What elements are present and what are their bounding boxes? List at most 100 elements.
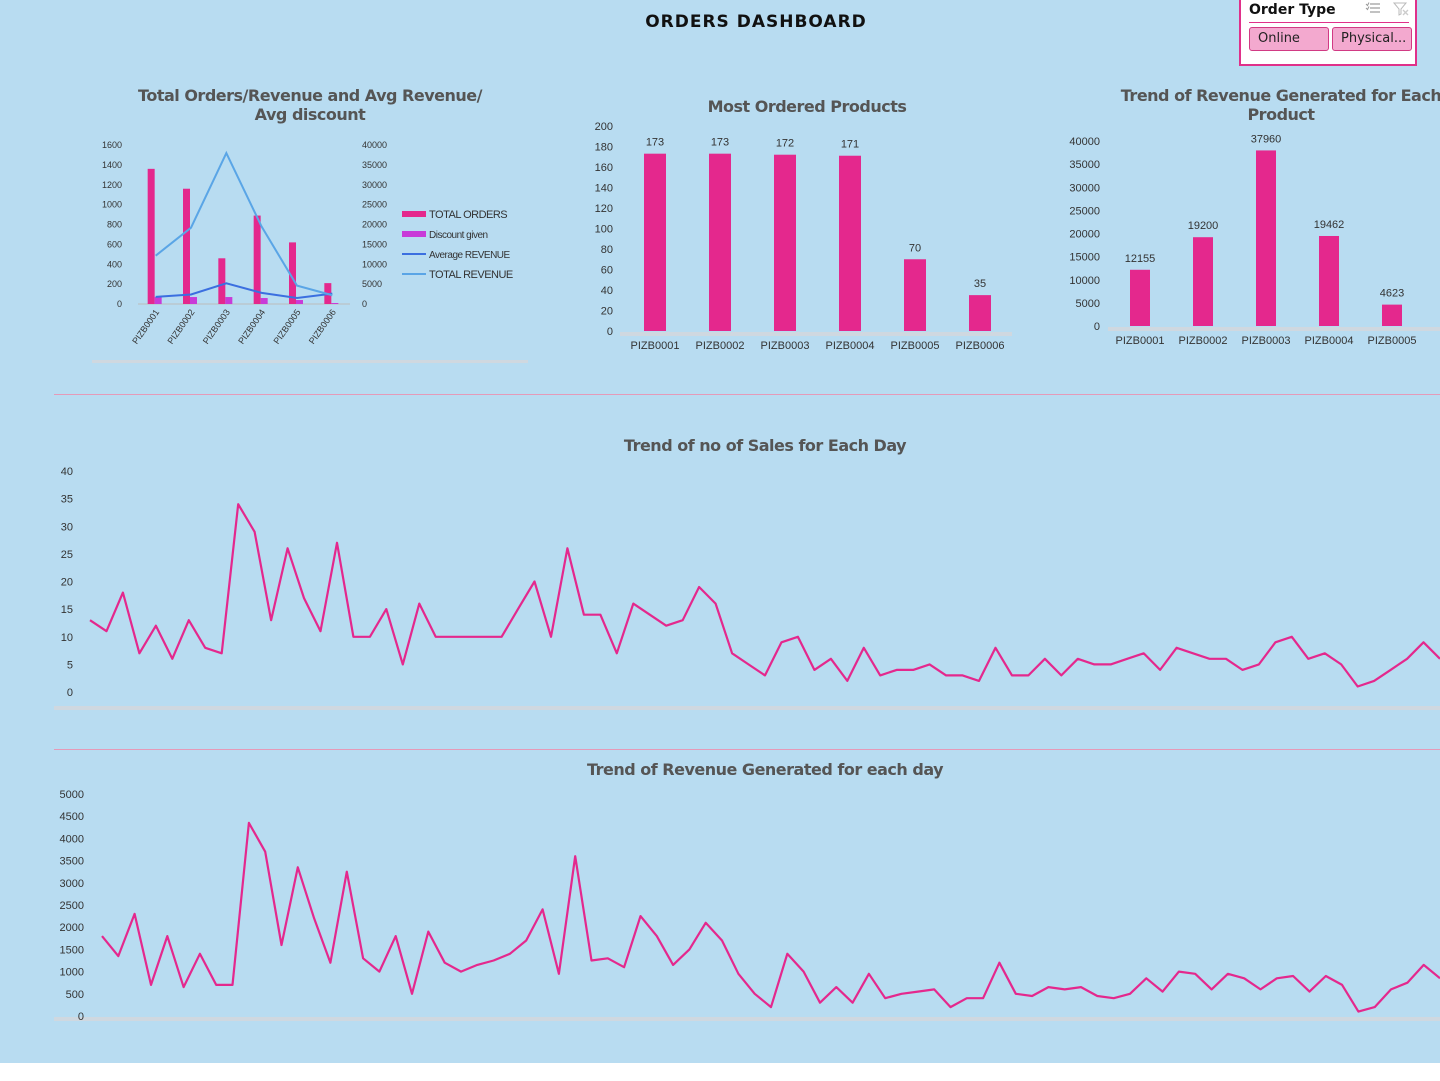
legend-label: TOTAL ORDERS bbox=[429, 209, 507, 221]
bar-discount-given bbox=[260, 298, 268, 304]
x-tick-label: PIZB0005 bbox=[271, 307, 302, 346]
data-label: 37960 bbox=[1251, 133, 1282, 145]
y-tick-label: 3000 bbox=[60, 878, 84, 890]
bar bbox=[1256, 150, 1276, 326]
y-tick-label: 30000 bbox=[1069, 182, 1100, 194]
series-line bbox=[89, 503, 1440, 688]
y-tick-label: 35 bbox=[61, 494, 73, 506]
y-left-tick-label: 1600 bbox=[102, 140, 122, 150]
data-label: 173 bbox=[711, 137, 729, 149]
data-label: 12155 bbox=[1125, 253, 1156, 265]
bar-total-orders bbox=[253, 215, 261, 304]
y-left-tick-label: 1400 bbox=[102, 160, 122, 170]
data-label: 173 bbox=[646, 137, 664, 149]
y-tick-label: 60 bbox=[601, 265, 613, 277]
revenue-product-title-line1: Trend of Revenue Generated for Each bbox=[1120, 86, 1440, 105]
y-right-tick-label: 15000 bbox=[362, 239, 387, 249]
y-tick-label: 4000 bbox=[60, 833, 84, 845]
data-label: 4623 bbox=[1380, 288, 1404, 300]
section-divider bbox=[54, 749, 1440, 750]
y-tick-label: 5000 bbox=[60, 789, 84, 801]
x-tick-label: PIZB0003 bbox=[201, 307, 232, 346]
y-tick-label: 10 bbox=[61, 632, 73, 644]
plot-area-shadow bbox=[1108, 327, 1440, 331]
slicer-option-physical[interactable]: Physical... bbox=[1332, 27, 1412, 51]
y-left-tick-label: 600 bbox=[107, 239, 122, 249]
x-tick-label: PIZB0002 bbox=[165, 307, 196, 346]
slicer-separator bbox=[1249, 22, 1409, 23]
y-tick-label: 35000 bbox=[1069, 159, 1100, 171]
y-right-tick-label: 5000 bbox=[362, 279, 382, 289]
x-tick-label: PIZB0006 bbox=[307, 307, 338, 346]
most-ordered-chart: 0 20 40 60 80 100 120 140 160 180 200 173 PIZB0001 17… bbox=[595, 121, 1012, 352]
sales-day-title: Trend of no of Sales for Each Day bbox=[623, 436, 907, 455]
combo-chart: 0 200 400 600 800 1000 1200 1400 1600 0 5000 10000 1… bbox=[92, 140, 528, 363]
y-tick-label: 4500 bbox=[60, 811, 84, 823]
bar bbox=[904, 259, 926, 331]
data-label: 19462 bbox=[1314, 219, 1345, 231]
legend-label: Discount given bbox=[429, 230, 488, 241]
y-tick-label: 15000 bbox=[1069, 252, 1100, 264]
plot-area-shadow bbox=[620, 332, 1012, 336]
y-left-tick-label: 1200 bbox=[102, 180, 122, 190]
sheet-bottom-edge bbox=[0, 1063, 1440, 1081]
combo-chart-title: Total Orders/Revenue and Avg Revenue/ Av… bbox=[92, 86, 528, 124]
x-tick-label: PIZB0005 bbox=[1368, 335, 1417, 347]
y-tick-label: 2000 bbox=[60, 922, 84, 934]
y-tick-label: 100 bbox=[595, 224, 613, 236]
bar-total-orders bbox=[183, 188, 190, 304]
x-tick-label: PIZB0003 bbox=[1242, 335, 1291, 347]
legend-swatch bbox=[402, 231, 426, 237]
y-left-tick-label: 200 bbox=[107, 279, 122, 289]
y-tick-label: 1000 bbox=[60, 967, 84, 979]
plot-area-shadow bbox=[92, 360, 528, 363]
legend-swatch bbox=[402, 211, 426, 217]
legend-label: Average REVENUE bbox=[429, 250, 511, 261]
bar bbox=[839, 155, 861, 331]
bar bbox=[1319, 235, 1339, 326]
combo-chart-title-line1: Total Orders/Revenue and Avg Revenue/ bbox=[138, 86, 482, 105]
legend-label: TOTAL REVENUE bbox=[429, 269, 513, 281]
data-label: 35 bbox=[974, 278, 986, 290]
x-tick-label: PIZB0001 bbox=[130, 307, 161, 346]
y-tick-label: 2500 bbox=[60, 900, 84, 912]
bar-discount-given bbox=[331, 303, 339, 304]
y-tick-label: 5000 bbox=[1076, 298, 1100, 310]
y-tick-label: 0 bbox=[67, 687, 73, 699]
y-tick-label: 5 bbox=[67, 659, 73, 671]
y-tick-label: 25 bbox=[61, 549, 73, 561]
y-tick-label: 30 bbox=[61, 521, 73, 533]
x-tick-label: PIZB0001 bbox=[1116, 335, 1165, 347]
y-tick-label: 10000 bbox=[1069, 275, 1100, 287]
line-average-revenue bbox=[155, 282, 333, 300]
y-left-tick-label: 1000 bbox=[102, 200, 122, 210]
bar bbox=[969, 295, 991, 331]
revenue-product-title: Trend of Revenue Generated for Each Prod… bbox=[1080, 86, 1440, 124]
bar-total-orders bbox=[218, 258, 226, 304]
sales-day-chart: 0 5 10 15 20 25 30 35 40 bbox=[54, 466, 1440, 710]
y-right-tick-label: 35000 bbox=[362, 160, 387, 170]
plot-area-shadow bbox=[54, 1017, 1440, 1021]
y-tick-label: 15 bbox=[61, 604, 73, 616]
slicer-option-online[interactable]: Online bbox=[1249, 27, 1329, 51]
multi-select-icon[interactable] bbox=[1365, 1, 1381, 17]
x-tick-label: PIZB0006 bbox=[956, 340, 1005, 352]
y-tick-label: 40000 bbox=[1069, 136, 1100, 148]
bar bbox=[774, 154, 796, 331]
y-tick-label: 120 bbox=[595, 203, 613, 215]
y-tick-label: 500 bbox=[66, 989, 84, 1001]
slicer-title: Order Type bbox=[1249, 2, 1336, 18]
y-right-tick-label: 20000 bbox=[362, 220, 387, 230]
y-tick-label: 160 bbox=[595, 162, 613, 174]
bar-total-orders bbox=[147, 168, 155, 304]
combo-chart-panel: Total Orders/Revenue and Avg Revenue/ Av… bbox=[92, 86, 528, 366]
data-label: 172 bbox=[776, 138, 794, 150]
bar-discount-given bbox=[225, 297, 233, 304]
data-label: 70 bbox=[909, 242, 921, 254]
y-tick-label: 20000 bbox=[1069, 229, 1100, 241]
plot-area-shadow bbox=[54, 706, 1440, 710]
y-tick-label: 80 bbox=[601, 244, 613, 256]
revenue-product-chart: 0 5000 10000 15000 20000 25000 30000 35000 40000… bbox=[1069, 133, 1440, 347]
bar bbox=[1130, 269, 1150, 326]
clear-filter-icon[interactable] bbox=[1393, 1, 1409, 17]
